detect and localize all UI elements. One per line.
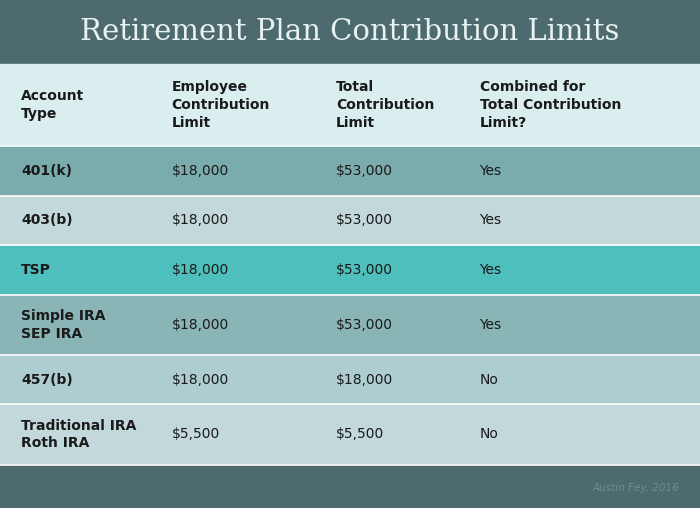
Text: $18,000: $18,000: [172, 164, 229, 178]
Text: $53,000: $53,000: [336, 213, 393, 228]
Text: No: No: [480, 372, 498, 387]
Text: Yes: Yes: [480, 213, 502, 228]
Text: Yes: Yes: [480, 263, 502, 277]
Text: $53,000: $53,000: [336, 263, 393, 277]
Text: 401(k): 401(k): [21, 164, 72, 178]
Bar: [0, 355, 700, 404]
Text: $18,000: $18,000: [172, 372, 229, 387]
Text: $18,000: $18,000: [336, 372, 393, 387]
Text: Yes: Yes: [480, 318, 502, 332]
Text: Account
Type: Account Type: [21, 89, 84, 121]
Bar: [0, 295, 700, 355]
Text: $18,000: $18,000: [172, 213, 229, 228]
Bar: [0, 245, 700, 295]
Text: $5,500: $5,500: [336, 427, 384, 441]
Text: Total
Contribution
Limit: Total Contribution Limit: [336, 80, 435, 130]
Text: $18,000: $18,000: [172, 318, 229, 332]
Text: 403(b): 403(b): [21, 213, 73, 228]
Text: 457(b): 457(b): [21, 372, 73, 387]
Text: No: No: [480, 427, 498, 441]
Text: Combined for
Total Contribution
Limit?: Combined for Total Contribution Limit?: [480, 80, 621, 130]
Text: TSP: TSP: [21, 263, 51, 277]
Bar: [0, 464, 700, 508]
Text: Traditional IRA
Roth IRA: Traditional IRA Roth IRA: [21, 419, 136, 451]
Text: Simple IRA
SEP IRA: Simple IRA SEP IRA: [21, 309, 106, 341]
Bar: [0, 0, 700, 64]
Bar: [0, 404, 700, 464]
Bar: [0, 146, 700, 196]
Text: Austin Fey, 2016: Austin Fey, 2016: [592, 484, 679, 493]
Text: Retirement Plan Contribution Limits: Retirement Plan Contribution Limits: [80, 18, 620, 46]
Bar: [0, 196, 700, 245]
Text: $53,000: $53,000: [336, 318, 393, 332]
Text: $53,000: $53,000: [336, 164, 393, 178]
Text: $18,000: $18,000: [172, 263, 229, 277]
Bar: [0, 64, 700, 146]
Text: Yes: Yes: [480, 164, 502, 178]
Text: $5,500: $5,500: [172, 427, 220, 441]
Text: Employee
Contribution
Limit: Employee Contribution Limit: [172, 80, 270, 130]
